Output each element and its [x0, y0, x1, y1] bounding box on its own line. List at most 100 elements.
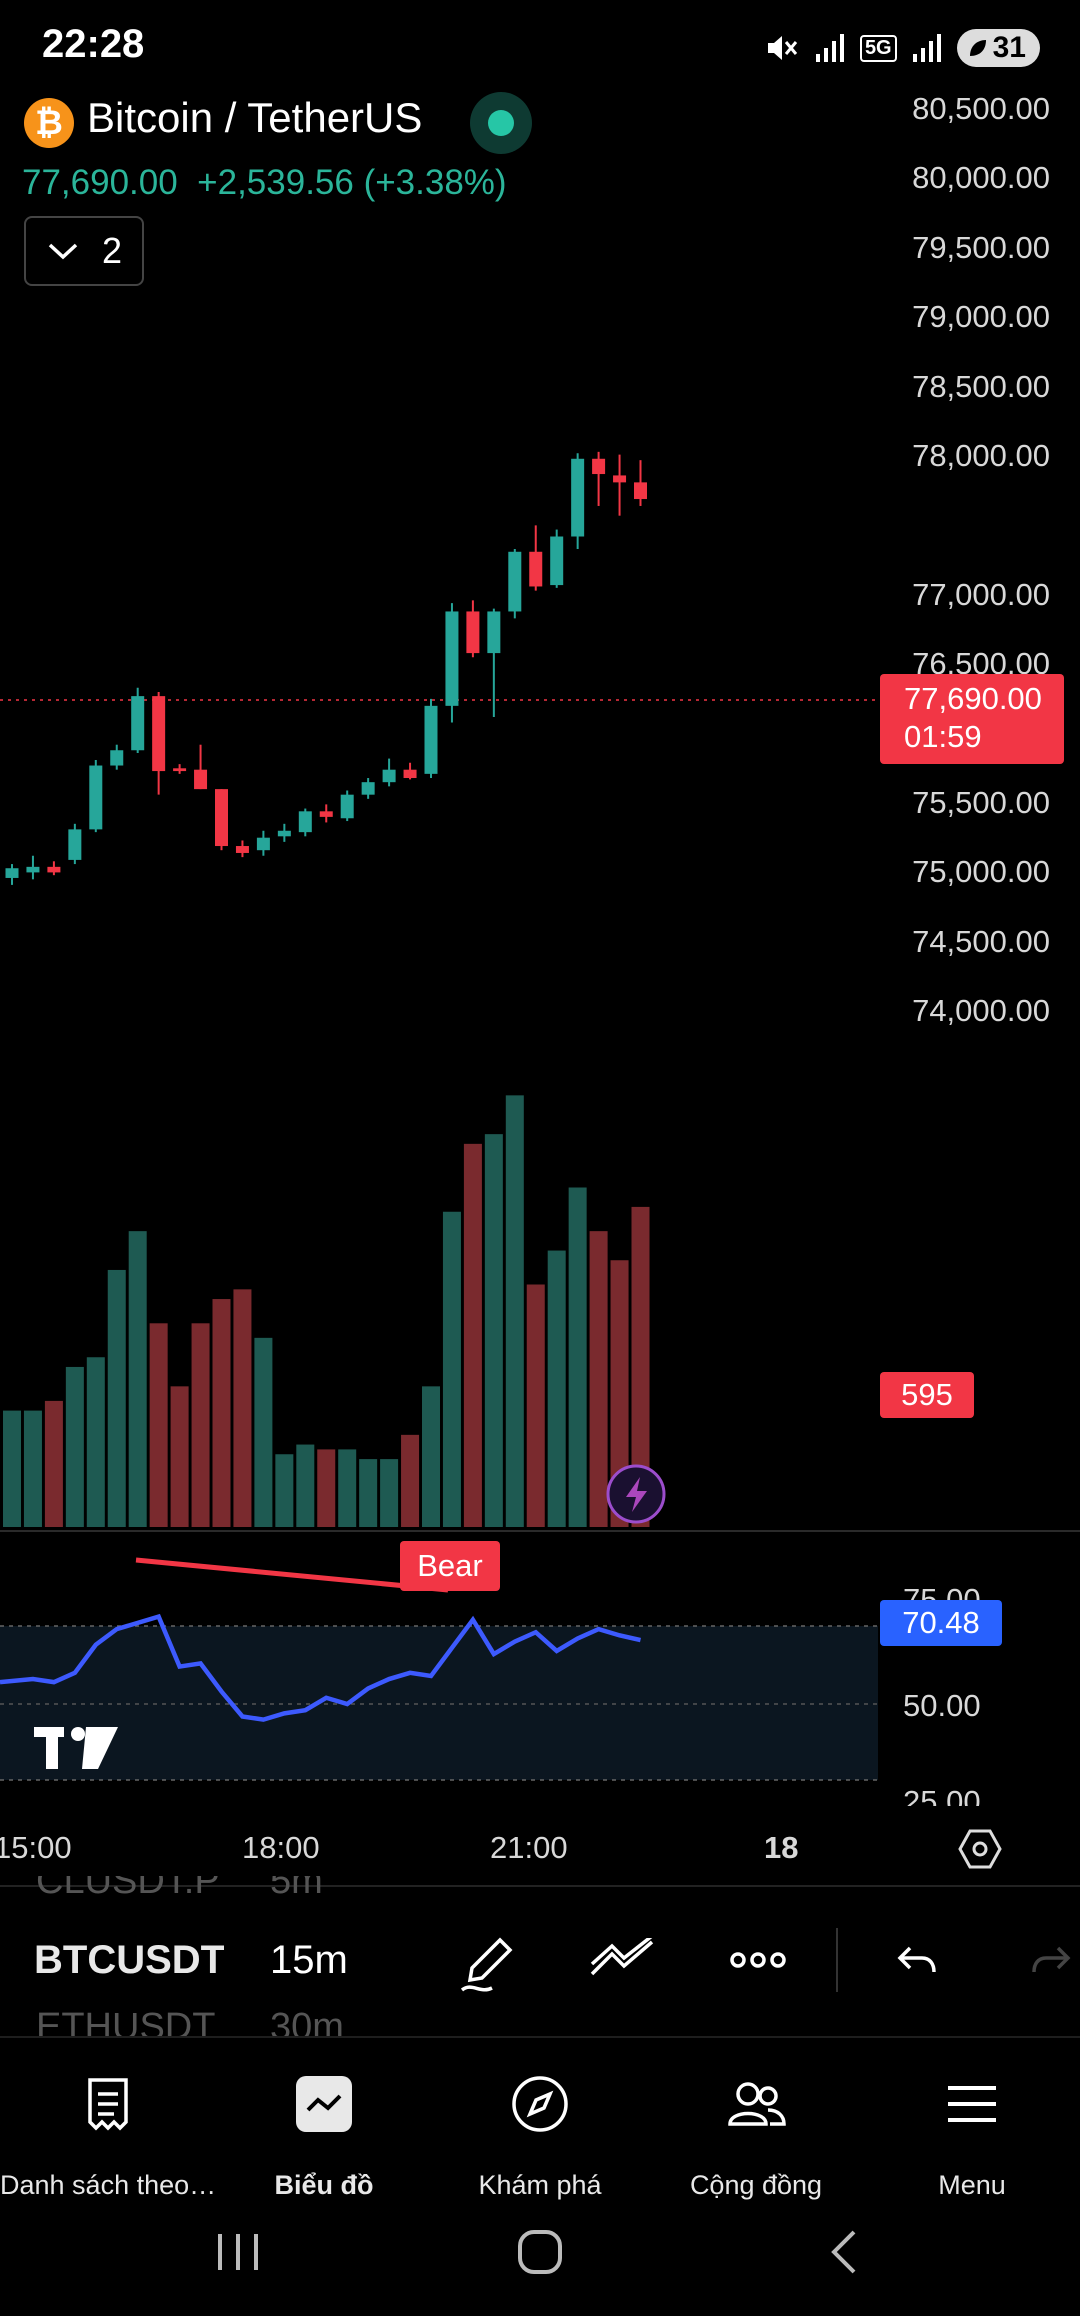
network-type-label: 5G [859, 34, 897, 62]
candle [26, 855, 40, 880]
price-chart[interactable] [0, 0, 1080, 1830]
prev-symbol[interactable]: CLUSDT.P [36, 1876, 220, 1904]
prev-symbol-name: CLUSDT.P [36, 1876, 220, 1902]
more-options-icon[interactable] [728, 1948, 788, 1972]
candle [47, 861, 61, 876]
menu-icon [948, 2086, 996, 2122]
mute-icon [767, 36, 798, 60]
volume-bar [191, 1323, 210, 1527]
indicators-toggle-button[interactable]: 2 [24, 216, 144, 286]
rsi-tick-50: 50.00 [903, 1688, 981, 1723]
candle [277, 823, 291, 842]
next-interval[interactable]: 30m [270, 2006, 344, 2036]
volume-bar [170, 1386, 189, 1527]
candle [487, 608, 501, 717]
candle [403, 762, 417, 780]
volume-bar [212, 1299, 231, 1527]
time-tick-day: 18 [764, 1830, 799, 1865]
candle [68, 823, 82, 865]
recent-apps-icon[interactable] [214, 2230, 264, 2274]
last-price-tag: 77,690.00 01:59 [880, 674, 1064, 764]
volume-bar [338, 1449, 357, 1527]
candle-body [445, 611, 459, 706]
draw-pencil-icon[interactable] [458, 1930, 518, 1996]
volume-bar [589, 1231, 608, 1527]
next-symbol[interactable]: ETHUSDT [36, 2006, 216, 2036]
compass-icon [512, 2076, 568, 2132]
home-icon[interactable] [516, 2228, 564, 2276]
price-tick: 77,000.00 [912, 576, 1050, 612]
volume-bar [107, 1269, 126, 1527]
candle [571, 453, 585, 549]
volume-bar [442, 1211, 461, 1527]
redo-icon[interactable] [1030, 1942, 1074, 1978]
toolbar-divider [836, 1928, 838, 1992]
nav-label: Biểu đồ [274, 2170, 374, 2200]
price-tick: 80,000.00 [912, 160, 1050, 196]
signal-icon-2 [912, 34, 941, 62]
candle-body [131, 696, 145, 751]
rsi-line [0, 1613, 641, 1722]
candle [298, 808, 312, 837]
trendline-tool-icon[interactable] [588, 1938, 658, 1982]
price-tick: 74,500.00 [912, 923, 1050, 959]
volume-bar [65, 1366, 84, 1527]
signal-icon [815, 34, 844, 62]
time-axis-divider [0, 1885, 1080, 1887]
candle [89, 759, 103, 833]
candle-body [529, 551, 543, 587]
chart-icon [296, 2076, 352, 2132]
candle-body [550, 536, 564, 586]
price-tick: 78,000.00 [912, 438, 1050, 473]
prev-interval[interactable]: 5m [270, 1876, 323, 1904]
candle-body [277, 830, 291, 837]
candle [634, 460, 647, 506]
nav-label: Cộng đồng [689, 2170, 823, 2200]
price-tick: 80,500.00 [912, 91, 1050, 126]
current-price: 77,690.00 [22, 163, 178, 202]
price-change: +2,539.56 (+3.38%) [197, 163, 507, 202]
volume-bar [610, 1260, 629, 1527]
back-icon[interactable] [826, 2228, 862, 2276]
candle [131, 687, 145, 754]
candle [173, 764, 187, 774]
price-tick: 79,500.00 [912, 229, 1050, 265]
volume-bar [401, 1434, 420, 1527]
candle [5, 864, 19, 885]
candle-body [508, 551, 522, 612]
chart-settings-icon[interactable] [958, 1827, 1002, 1871]
undo-icon[interactable] [894, 1942, 938, 1978]
time-tick-1500: 15:00 [0, 1830, 72, 1865]
rsi-value-tag: 70.48 [880, 1600, 1002, 1646]
symbol-title[interactable]: Bitcoin / TetherUS [87, 94, 423, 141]
candle [256, 830, 270, 856]
candle-body [340, 794, 354, 819]
candle-body [47, 866, 61, 873]
last-price-value: 77,690.00 [904, 681, 1042, 716]
candle-body [361, 782, 375, 795]
candle [340, 790, 354, 822]
candle-body [613, 475, 627, 483]
candle-body [571, 458, 585, 537]
current-symbol[interactable]: BTCUSDT [34, 1938, 224, 1982]
candle-body [110, 750, 124, 766]
volume-bar [484, 1134, 503, 1527]
nav-label: Khám phá [478, 2170, 602, 2200]
candle [508, 548, 522, 619]
nav-label: Danh sách theo… [0, 2170, 216, 2200]
prev-interval-value: 5m [270, 1876, 323, 1902]
candle-body [382, 769, 396, 783]
bitcoin-logo-icon: ₿ [24, 98, 74, 148]
bottom-navigation: Danh sách theo… Biểu đồ Khám phá Cộng đồ… [0, 2036, 1080, 2200]
market-open-indicator[interactable] [470, 92, 532, 154]
volume-bar [317, 1449, 336, 1527]
candle [592, 451, 606, 506]
lightning-icon[interactable] [606, 1464, 666, 1524]
candle [445, 603, 459, 723]
time-tick-2100: 21:00 [490, 1830, 568, 1865]
current-interval[interactable]: 15m [270, 1938, 348, 1982]
candle-body [215, 789, 228, 847]
battery-indicator: 31 [956, 29, 1040, 67]
volume-bar [359, 1459, 378, 1527]
candle [110, 744, 124, 770]
